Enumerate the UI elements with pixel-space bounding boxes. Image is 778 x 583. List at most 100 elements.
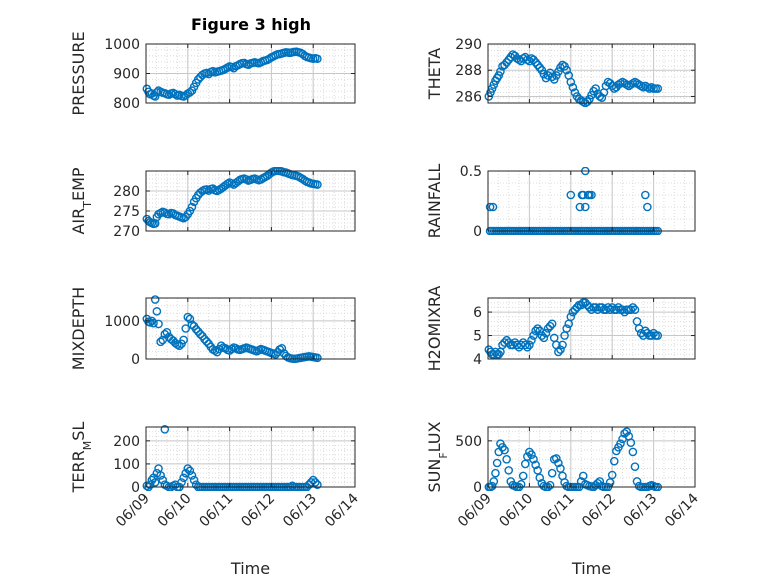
data-point [494,71,504,80]
axes-frame [487,297,696,360]
data-point [593,305,603,315]
data-point [177,478,186,487]
data-point [628,447,638,457]
data-point [587,190,596,200]
data-point [160,425,170,434]
y-axis-label-main: PRESSURE [69,31,88,115]
data-point [605,305,615,315]
y-tick-label: 1000 [104,37,140,53]
y-axis-label-main: SUN [425,459,444,493]
data-point [554,458,563,468]
data-point [541,328,551,338]
data-point [191,324,201,334]
data-point [162,328,172,337]
data-point [145,480,155,489]
y-axis-label: H2OMIXRA [425,286,444,372]
axes-frame [487,43,696,104]
data-point [622,427,631,436]
data-point [520,340,530,350]
data-markers [142,47,322,101]
data-point [502,455,511,464]
data-point [496,67,505,76]
data-point [612,305,621,315]
y-tick-label: 800 [113,96,140,112]
y-axis-label-subscript: F [437,452,450,458]
subplot-air: 270 275 280 AIRTEMP [69,167,356,240]
data-point [628,303,638,312]
data-point [492,458,502,468]
data-point [271,350,280,359]
data-point [636,328,646,338]
axes-frame [145,426,356,488]
data-point [545,321,555,331]
data-point [179,473,188,483]
data-point [638,331,648,340]
data-point [626,305,636,315]
data-point [556,464,565,473]
y-axis-label-rest: EMP [69,167,88,201]
y-tick-label: 6 [473,305,482,321]
data-point [156,337,165,347]
y-tick-label: 286 [455,89,482,105]
data-point [518,471,528,481]
y-tick-label: 500 [455,434,482,450]
data-point [653,331,663,340]
y-tick-label: 200 [113,434,140,450]
y-axis-label-main: MIXDEPTH [69,287,88,370]
data-point [576,300,586,310]
data-point [523,342,532,352]
data-point [152,307,162,316]
data-point [500,445,509,455]
data-point [618,305,627,315]
y-axis-label-main: AIR [69,208,88,235]
data-point [556,345,565,354]
subplot-rainfall: 0 0.5 RAINFALL [425,164,696,240]
data-point [152,88,162,97]
y-tick-label: 4 [473,352,482,368]
data-point [597,93,607,103]
data-point [554,347,563,357]
data-point [313,54,322,64]
y-tick-label: 0 [131,480,140,496]
data-point [179,335,188,345]
data-markers [142,167,322,229]
data-point [585,303,594,312]
subplot-theta: 286 288 290 THETA [425,37,696,107]
data-point [527,450,536,459]
data-point [504,466,514,475]
x-axis-label: Time [571,559,611,578]
data-point [607,470,617,480]
y-axis-label-rest: SL [69,422,88,441]
data-markers [484,50,663,107]
data-point [175,341,184,350]
data-point [562,324,571,333]
data-point [575,202,585,212]
data-point [145,318,155,327]
data-point [641,190,650,200]
data-point [183,464,193,473]
data-point [187,471,197,480]
data-point [487,481,497,491]
data-point [566,312,576,322]
data-point [643,328,652,338]
data-point [504,338,514,347]
data-point [533,466,542,475]
data-point [310,478,320,487]
data-point [158,475,168,485]
data-point [196,329,205,339]
data-point [566,77,576,87]
y-tick-label: 0 [473,224,482,240]
data-point [313,480,322,489]
data-point [630,462,640,471]
data-point [614,303,623,312]
data-point [525,340,534,350]
figure-title: Figure 3 high [191,15,311,34]
data-point [626,438,636,447]
subplot-mixdepth: 0 1000 MIXDEPTH [69,287,356,370]
data-point [198,70,207,80]
data-point [547,468,557,478]
data-point [313,180,322,189]
data-point [156,471,165,480]
